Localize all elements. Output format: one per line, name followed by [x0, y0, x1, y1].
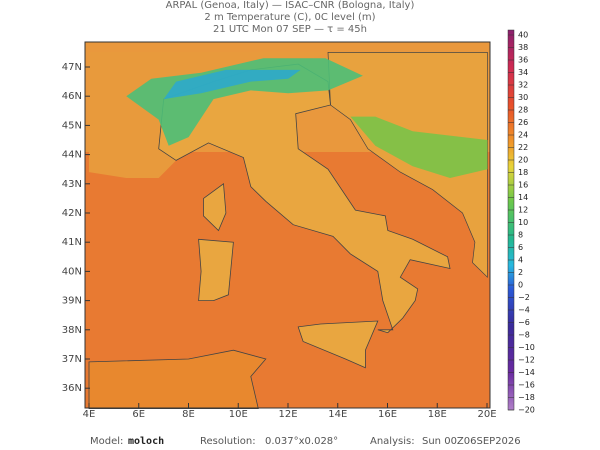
colorbar-label: −20: [518, 406, 535, 415]
colorbar-label: 0: [518, 281, 523, 290]
lon-label: 4E: [83, 409, 96, 420]
corsica: [203, 183, 227, 232]
lat-label: 45N: [62, 120, 82, 131]
lat-label: 42N: [62, 208, 82, 219]
colorbar-label: 18: [518, 168, 528, 177]
colorbar-label: −6: [518, 318, 530, 327]
colorbar-label: 8: [518, 231, 523, 240]
alps-peaks: [163, 69, 301, 100]
colorbar-label: 36: [518, 56, 528, 65]
lat-label: 47N: [62, 62, 82, 73]
colorbar-label: 20: [518, 156, 528, 165]
colorbar-label: −4: [518, 306, 530, 315]
lon-label: 8E: [182, 409, 195, 420]
colorbar-label: 30: [518, 93, 528, 102]
lat-label: 41N: [62, 237, 82, 248]
lat-label: 38N: [62, 325, 82, 336]
colorbar-label: 24: [518, 131, 528, 140]
footer-label: Resolution:: [200, 436, 256, 447]
colorbar-label: −14: [518, 368, 535, 377]
lat-label: 36N: [62, 383, 82, 394]
model-name: moloch: [128, 436, 164, 447]
colorbar-label: −8: [518, 331, 530, 340]
lon-label: 16E: [378, 409, 397, 420]
colorbar-label: 38: [518, 43, 528, 52]
land: [158, 63, 451, 334]
colorbar-label: −18: [518, 393, 535, 402]
colorbar-label: 16: [518, 181, 528, 190]
lon-label: 12E: [278, 409, 297, 420]
header-line: 21 UTC Mon 07 SEP — τ = 45h: [213, 24, 367, 35]
lon-label: 18E: [428, 409, 447, 420]
colorbar-label: 12: [518, 206, 528, 215]
lon-label: 14E: [328, 409, 347, 420]
footer-label: Analysis:: [370, 436, 415, 447]
header-line: ARPAL (Genoa, Italy) — ISAC–CNR (Bologna…: [166, 0, 415, 11]
colorbar-label: 40: [518, 31, 528, 40]
colorbar-label: 32: [518, 81, 528, 90]
colorbar-label: 26: [518, 118, 528, 127]
lat-label: 40N: [62, 266, 82, 277]
africa: [88, 349, 267, 410]
lat-label: 46N: [62, 91, 82, 102]
colorbar-label: 2: [518, 268, 523, 277]
resolution: 0.037°x0.028°: [265, 436, 338, 447]
dinaric-alps: [350, 116, 488, 178]
lat-label: 39N: [62, 296, 82, 307]
colorbar-label: 34: [518, 68, 528, 77]
colorbar-label: −10: [518, 343, 535, 352]
colorbar-label: 10: [518, 218, 528, 227]
lon-label: 20E: [477, 409, 496, 420]
lat-label: 37N: [62, 354, 82, 365]
colorbar-label: −2: [518, 293, 530, 302]
sardinia: [198, 238, 234, 302]
colorbar-label: −12: [518, 356, 535, 365]
colorbar: [507, 29, 515, 411]
colorbar-label: 22: [518, 143, 528, 152]
footer-label: Model:: [90, 436, 123, 447]
map: [85, 42, 490, 410]
colorbar-label: 14: [518, 193, 528, 202]
sicily: [297, 320, 379, 369]
colorbar-label: 4: [518, 256, 523, 265]
header-line: 2 m Temperature (C), 0C level (m): [204, 12, 375, 23]
lon-label: 10E: [229, 409, 248, 420]
colorbar-label: 6: [518, 243, 523, 252]
lon-label: 6E: [132, 409, 145, 420]
land: [327, 52, 488, 279]
colorbar-label: −16: [518, 381, 535, 390]
lat-label: 44N: [62, 150, 82, 161]
analysis-time: Sun 00Z06SEP2026: [422, 436, 521, 447]
colorbar-label: 28: [518, 106, 528, 115]
lat-label: 43N: [62, 179, 82, 190]
